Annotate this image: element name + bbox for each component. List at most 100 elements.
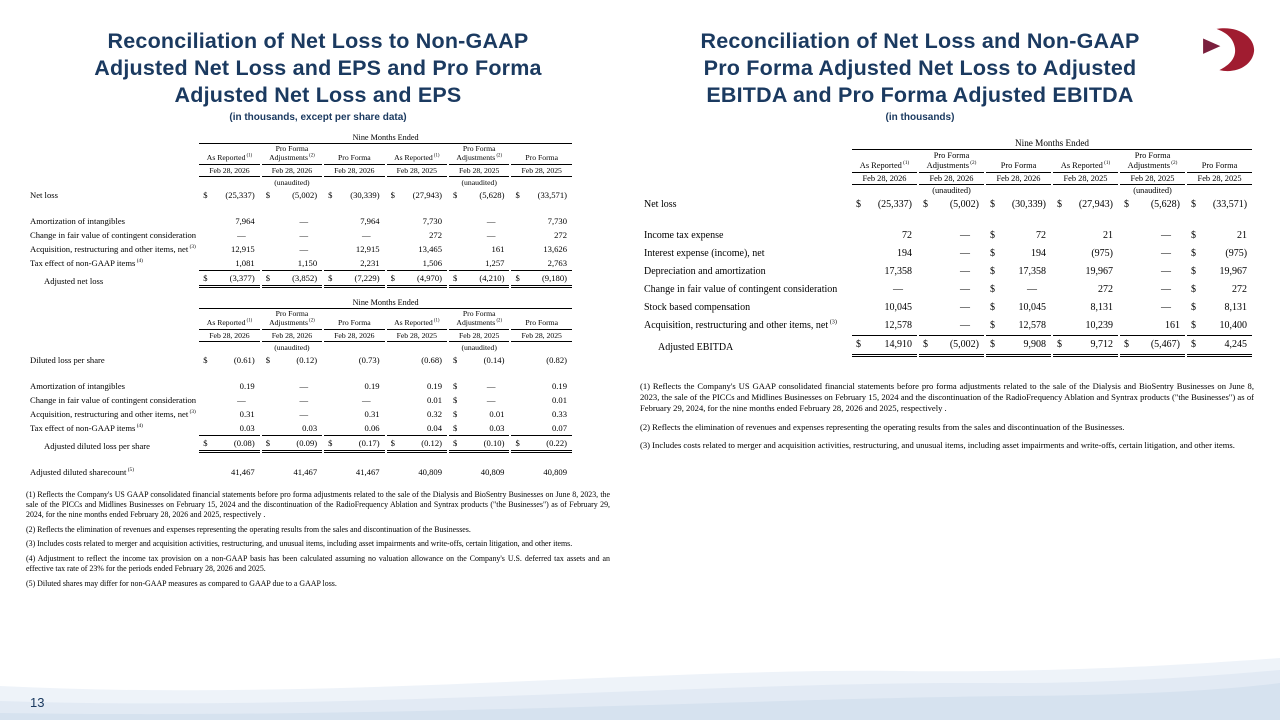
table-cell: $ (33,571) — [511, 188, 572, 202]
table-cell: 10,045 — [852, 299, 917, 317]
ebitda-reconciliation-table: Nine Months Ended As Reported (1) Pro Form… — [640, 137, 1254, 357]
row-label: Depreciation and amortization — [644, 266, 766, 278]
table-cell: $ (5,628) — [1120, 196, 1185, 214]
table-cell: — — [919, 281, 984, 299]
cell-value: 7,964 — [235, 215, 255, 226]
cell-value: 13,465 — [418, 243, 442, 254]
table-cell: $0.01 — [449, 407, 509, 421]
currency-symbol: $ — [856, 199, 861, 211]
table-cell: 1,150 — [262, 256, 322, 270]
table-cell: 7,964 — [199, 214, 259, 228]
table-cell: (0.82) — [511, 353, 572, 367]
cell-value: 13,626 — [543, 243, 567, 254]
column-header: As Reported (1) — [199, 144, 260, 165]
table-cell: $ (30,339) — [324, 188, 384, 202]
column-header: As Reported (1) — [1053, 150, 1118, 173]
currency-symbol: $ — [203, 189, 208, 200]
column-header: Pro Forma — [511, 309, 572, 330]
table-cell: 2,763 — [511, 256, 572, 270]
table-cell: — — [919, 263, 984, 281]
table-row: Change in fair value of contingent consi… — [28, 228, 572, 242]
cell-value: (0.10) — [483, 437, 505, 448]
table-cell: 12,915 — [324, 242, 384, 256]
cell-value: 10,045 — [1018, 302, 1047, 314]
cell-value: 10,400 — [1219, 320, 1248, 332]
table-cell: — — [919, 227, 984, 245]
row-label: Change in fair value of contingent consi… — [644, 284, 838, 296]
table-cell: 0.07 — [511, 421, 572, 435]
row-label: Net loss — [30, 189, 58, 200]
cell-value: (27,943) — [1078, 199, 1113, 211]
row-label: Interest expense (income), net — [644, 248, 765, 260]
cell-value: — — [299, 229, 309, 240]
table-cell: $ (0.08) — [199, 434, 260, 453]
table-header-row: (unaudited) (unaudited) — [28, 177, 572, 188]
table-cell: 40,809 — [511, 465, 572, 479]
table-header-row: Nine Months Ended — [642, 137, 1253, 151]
eps-reconciliation-table: Nine Months Ended As Reported (1) Pro Form… — [26, 297, 574, 479]
currency-symbol: $ — [515, 272, 520, 283]
table-cell: 0.31 — [199, 407, 259, 421]
cell-value: (3,377) — [229, 272, 255, 283]
unaudited-label — [324, 342, 384, 353]
currency-symbol: $ — [453, 189, 458, 200]
unaudited-label — [511, 342, 572, 353]
cell-value: 1,150 — [297, 257, 318, 268]
cell-value: — — [361, 394, 371, 405]
table-cell: 0.03 — [199, 421, 259, 435]
table-cell: 0.01 — [511, 393, 572, 407]
column-date: Feb 28, 2026 — [324, 330, 385, 342]
table-cell: 12,915 — [199, 242, 259, 256]
table-cell: 0.19 — [511, 379, 572, 393]
cell-value: 7,730 — [422, 215, 442, 226]
row-label: Stock based compensation — [644, 302, 751, 314]
currency-symbol: $ — [1191, 339, 1196, 351]
cell-value: — — [486, 380, 496, 391]
table-cell: 0.31 — [324, 407, 384, 421]
table-cell: $ (33,571) — [1187, 196, 1252, 214]
table-cell: $ (25,337) — [199, 188, 259, 202]
table-cell: (975) — [1053, 245, 1118, 263]
cell-value: 41,467 — [355, 466, 380, 477]
table-cell: 21 — [1053, 227, 1118, 245]
cell-value: (0.17) — [358, 437, 380, 448]
table-cell: — — [324, 393, 384, 407]
table-cell: $ (0.12) — [262, 353, 322, 367]
table-cell: 40,809 — [449, 465, 509, 479]
cell-value: 1,257 — [485, 257, 505, 268]
footnote: (1) Reflects the Company's US GAAP conso… — [26, 489, 610, 520]
cell-value: (5,628) — [479, 189, 505, 200]
cell-value: — — [299, 408, 309, 419]
cell-value: 12,915 — [355, 243, 380, 254]
cell-value: 1,081 — [235, 257, 255, 268]
table-cell: $ — — [986, 281, 1051, 299]
table-cell: $4,245 — [1187, 334, 1253, 357]
cell-value: 4,245 — [1224, 339, 1248, 351]
currency-symbol: $ — [1191, 266, 1196, 278]
currency-symbol: $ — [453, 422, 458, 433]
table-cell: $ (0.09) — [261, 434, 323, 453]
table-row: Amortization of intangibles 7,964 — 7,964 7,… — [28, 214, 572, 228]
left-footnotes: (1) Reflects the Company's US GAAP conso… — [26, 490, 610, 589]
column-date: Feb 28, 2025 — [1120, 173, 1185, 185]
table-header-row: Feb 28, 2026 Feb 28, 2026 Feb 28, 2026 Feb … — [642, 173, 1253, 185]
currency-symbol: $ — [203, 437, 208, 448]
table-cell: 272 — [1053, 281, 1118, 299]
unaudited-label — [387, 342, 447, 353]
table-cell: — — [1120, 281, 1185, 299]
cell-value: — — [237, 394, 246, 405]
page-number: 13 — [30, 695, 45, 710]
cell-value: 72 — [902, 230, 912, 242]
table-cell: — — [262, 214, 322, 228]
table-cell: $10,045 — [986, 299, 1051, 317]
unaudited-label: (unaudited) — [274, 177, 310, 187]
table-cell: — — [262, 379, 322, 393]
cell-value: 0.01 — [551, 394, 567, 405]
table-cell: 0.06 — [324, 421, 384, 435]
table-cell: $ (5,002) — [262, 188, 322, 202]
table-row: Adjusted net loss $ (3,377) $ (3,852) $ (7,229… — [28, 269, 572, 288]
cell-value: — — [960, 248, 970, 260]
cell-value: — — [960, 230, 970, 242]
table-row: Net loss $ (25,337) $ (5,002) $ (30,339) $ (27,9… — [642, 196, 1252, 214]
